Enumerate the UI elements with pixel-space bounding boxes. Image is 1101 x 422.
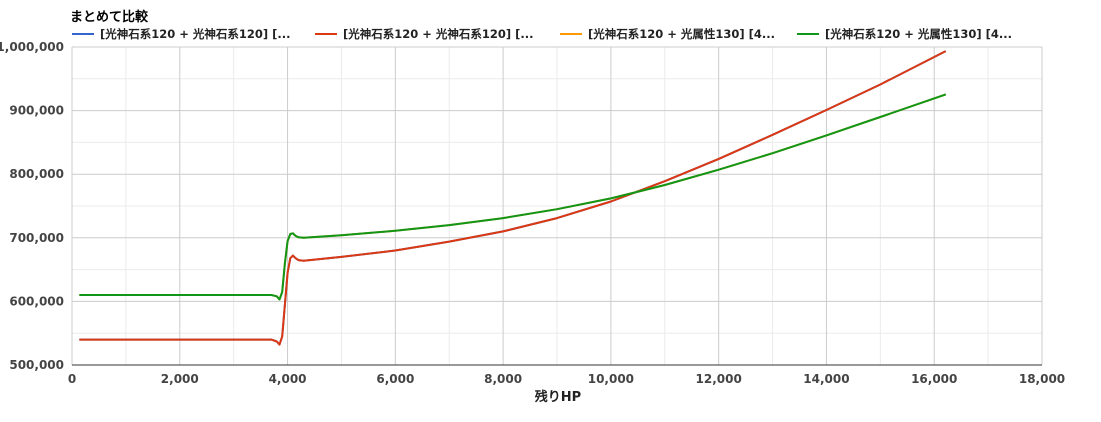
grid [71, 46, 1043, 366]
plot-area [79, 50, 946, 346]
y-tick-label: 1,000,000 [0, 40, 64, 54]
series-line-2 [79, 50, 946, 346]
legend-item-2[interactable]: [光神石系120 + 光神石系120] [... [315, 27, 534, 41]
x-tick-label: 8,000 [484, 372, 522, 386]
x-tick-label: 10,000 [588, 372, 634, 386]
chart-title: まとめて比較 [70, 9, 149, 25]
series-line-4 [79, 93, 946, 301]
x-tick-label: 14,000 [803, 372, 849, 386]
y-tick-label: 600,000 [9, 294, 64, 308]
x-tick-label: 2,000 [161, 372, 199, 386]
legend-item-1[interactable]: [光神石系120 + 光神石系120] [... [72, 27, 291, 41]
x-tick-label: 18,000 [1019, 372, 1065, 386]
legend-item-3[interactable]: [光神石系120 + 光属性130] [4... [560, 27, 775, 41]
x-tick-label: 16,000 [911, 372, 957, 386]
x-tick-label: 12,000 [696, 372, 742, 386]
y-tick-label: 900,000 [9, 104, 64, 118]
legend-label: [光神石系120 + 光属性130] [4... [588, 27, 775, 41]
tick-labels: 0 2,000 4,000 6,000 8,000 10,000 12,000 14,000 1… [0, 40, 1065, 386]
x-tick-label: 6,000 [376, 372, 414, 386]
legend-label: [光神石系120 + 光神石系120] [... [100, 27, 291, 41]
y-tick-label: 800,000 [9, 167, 64, 181]
legend-label: [光神石系120 + 光属性130] [4... [825, 27, 1012, 41]
legend-item-4[interactable]: [光神石系120 + 光属性130] [4... [797, 27, 1012, 41]
series-line-3 [79, 93, 946, 301]
x-tick-label: 4,000 [269, 372, 307, 386]
legend: [光神石系120 + 光神石系120] [... [光神石系120 + 光神石系1… [72, 27, 1012, 41]
legend-label: [光神石系120 + 光神石系120] [... [343, 27, 534, 41]
y-tick-label: 500,000 [9, 358, 64, 372]
series-line-1 [79, 50, 946, 346]
x-tick-label: 0 [68, 372, 76, 386]
y-tick-label: 700,000 [9, 231, 64, 245]
x-axis-title: 残りHP [535, 389, 581, 405]
